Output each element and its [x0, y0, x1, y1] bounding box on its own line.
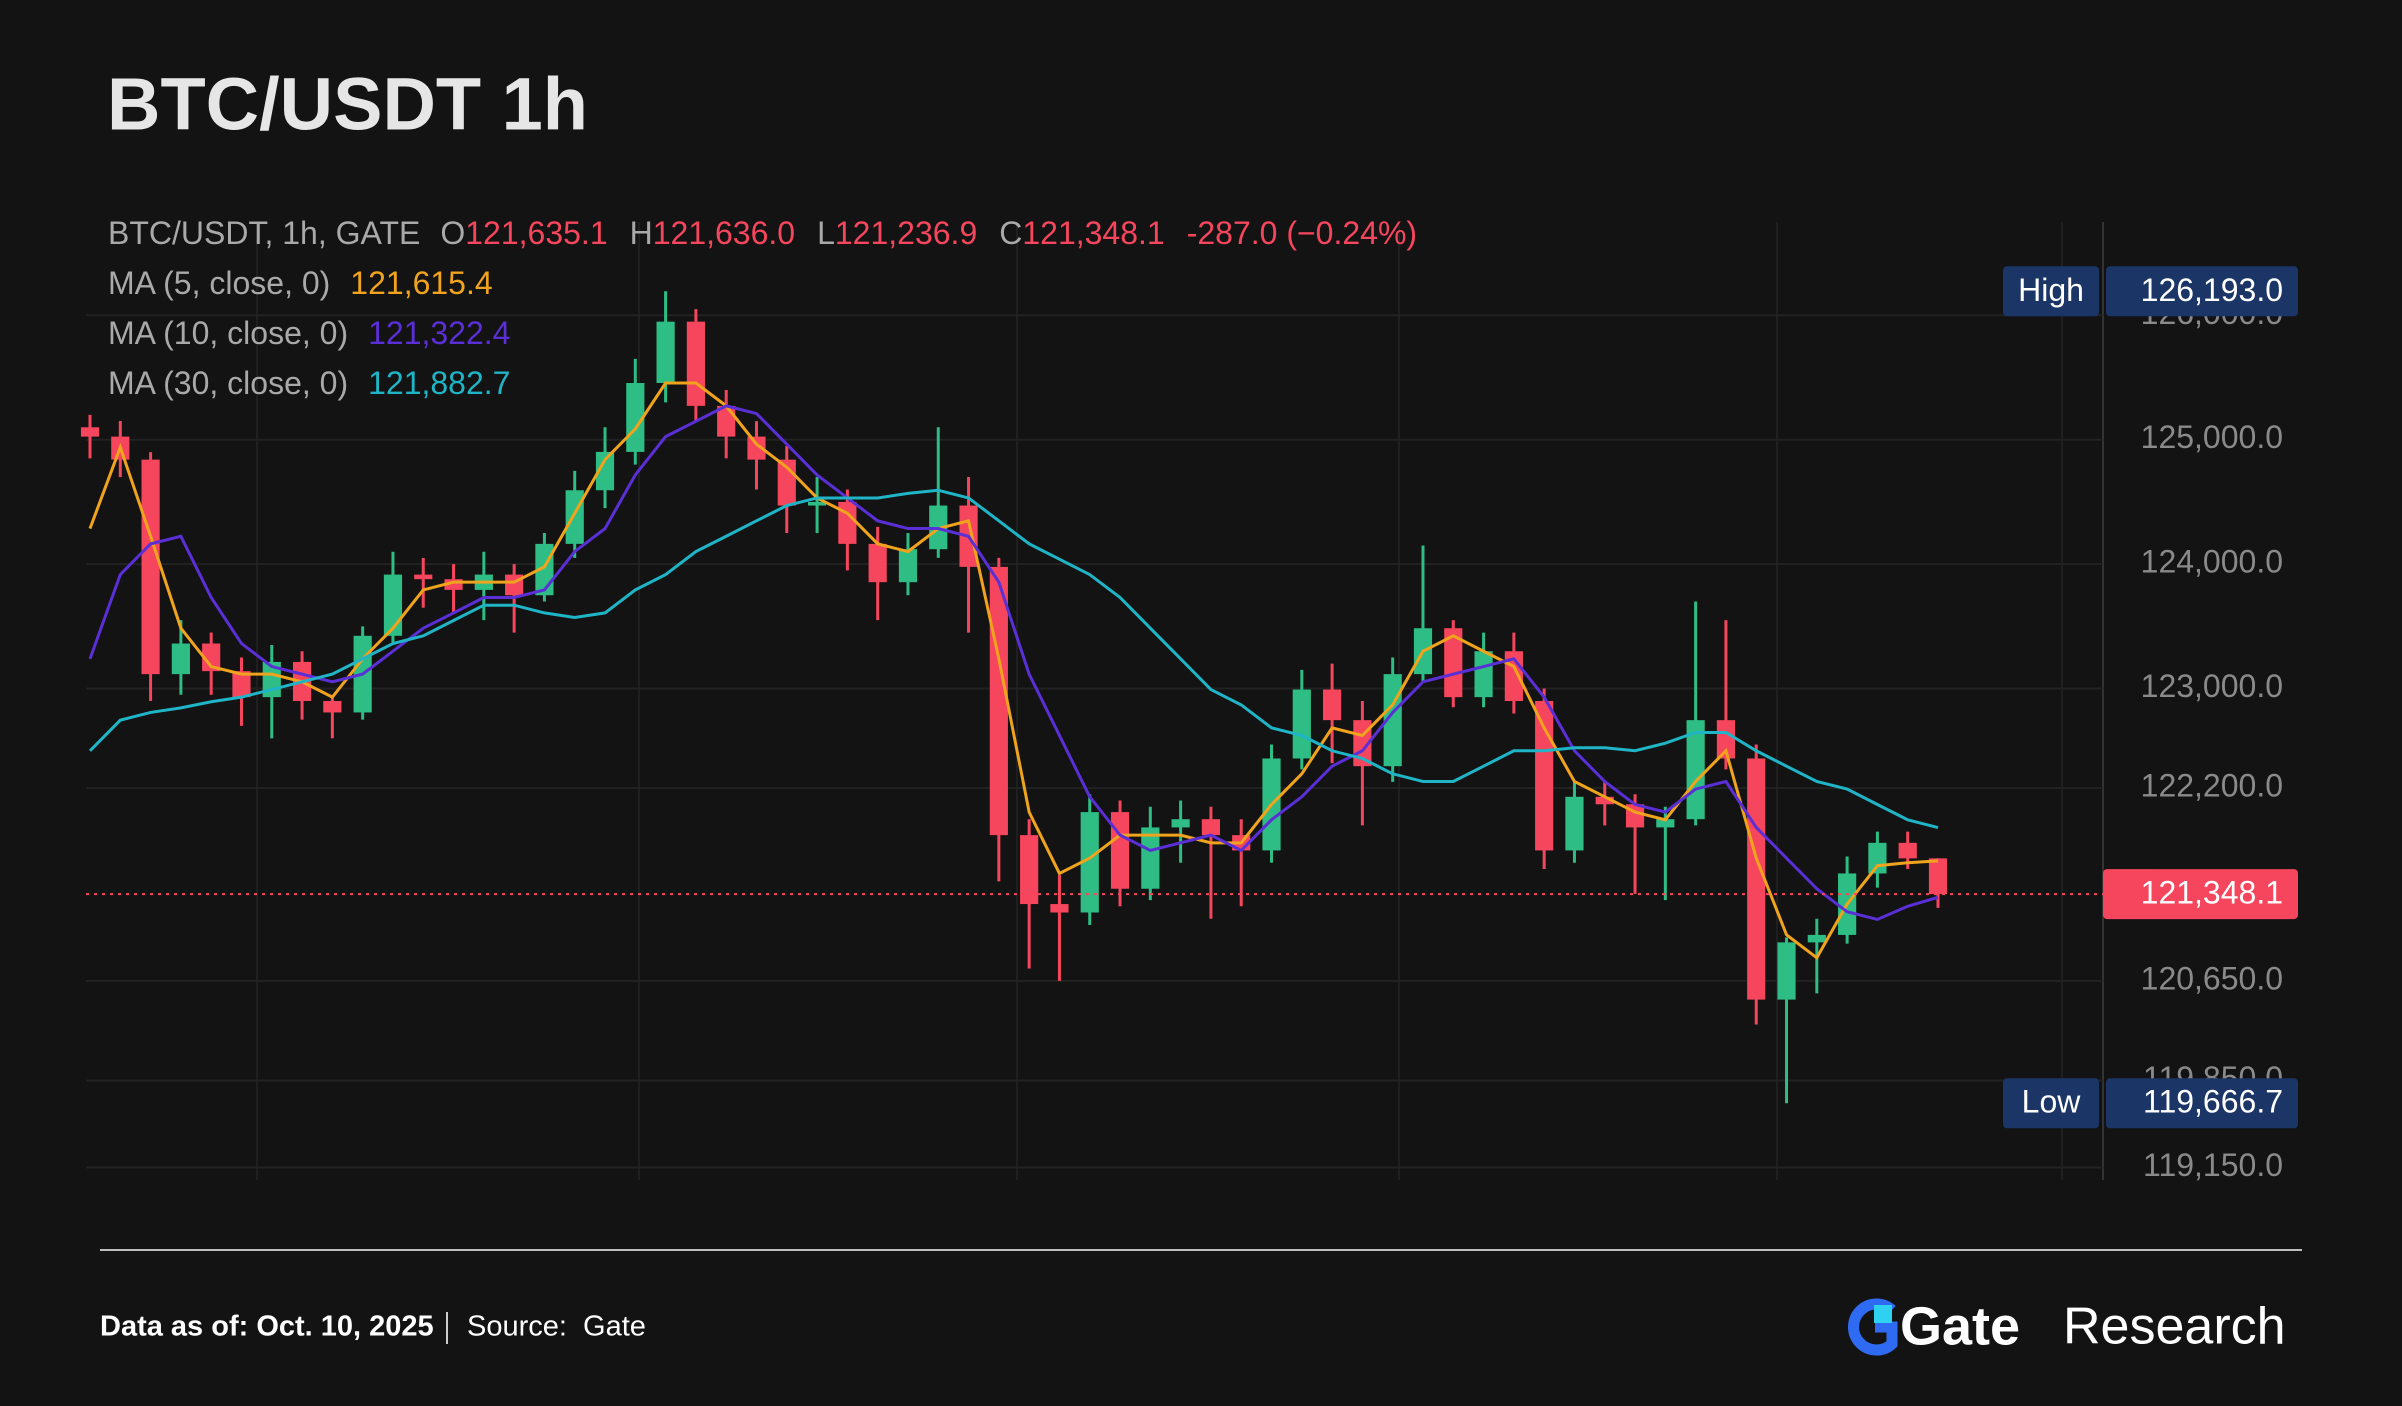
candle-body	[414, 574, 433, 580]
candle-body	[595, 451, 615, 491]
brand-name: Gate	[1900, 1296, 2020, 1356]
ma-line	[88, 404, 1939, 922]
info-value: 121,636.0	[653, 215, 795, 251]
info-key: H	[630, 215, 653, 251]
candle-body	[80, 427, 100, 437]
logo-icon	[1848, 1298, 1898, 1356]
candle-body	[1323, 689, 1342, 721]
info-key: C	[999, 215, 1022, 251]
candle-body	[1171, 819, 1190, 828]
candle-body	[1050, 904, 1069, 913]
grid: 119,150.0119,850.0120,650.0122,200.0123,…	[86, 295, 2283, 1183]
info-bar: BTC/USDT, 1h, GATE O121,635.1 H121,636.0 L1…	[108, 215, 1417, 251]
legend-entry: MA (5, close, 0) 121,615.4	[108, 265, 493, 301]
candle-body	[323, 701, 342, 713]
candle-body	[1898, 842, 1917, 859]
candle-body	[1595, 796, 1614, 805]
legend-name: MA (30, close, 0)	[108, 365, 348, 401]
ma-line	[88, 488, 1939, 830]
legend-value: 121,615.4	[350, 265, 492, 301]
candle-body	[1686, 720, 1705, 820]
candle-body	[202, 643, 221, 672]
candle-body	[898, 549, 918, 583]
overlay: 121,348.1 High 126,193.0 Low 119,666.7	[86, 266, 2298, 1129]
legend-name: MA (5, close, 0)	[108, 265, 330, 301]
candle-body	[807, 501, 827, 506]
candle-body	[1201, 819, 1221, 836]
marker-value: 126,193.0	[2141, 272, 2283, 308]
candle-body	[838, 501, 857, 544]
legend-value: 121,882.7	[368, 365, 510, 401]
candle-body	[141, 459, 160, 675]
chart-title: BTC/USDT 1h	[107, 63, 588, 146]
candle-body	[1110, 812, 1130, 889]
candle-body	[1777, 942, 1796, 1000]
marker-value: 119,666.7	[2143, 1084, 2283, 1120]
marker-tag: Low	[2022, 1084, 2082, 1120]
candle-body	[1080, 812, 1099, 913]
candle-body	[1141, 827, 1160, 889]
legend-entry: MA (10, close, 0) 121,322.4	[108, 315, 510, 351]
current-price-box	[2103, 869, 2298, 920]
footer-date: Data as of: Oct. 10, 2025	[100, 1311, 434, 1343]
candle-body	[1474, 651, 1493, 698]
candle-body	[1444, 628, 1463, 698]
legend-entry: MA (30, close, 0) 121,882.7	[108, 365, 510, 401]
brand-logo	[1848, 1298, 1898, 1356]
legend-value: 121,322.4	[368, 315, 510, 351]
candle-body	[1292, 689, 1311, 759]
candle-body	[747, 436, 766, 460]
marker-tag-box	[2003, 266, 2099, 317]
ma-line	[88, 381, 1939, 961]
y-tick-label: 122,200.0	[2141, 768, 2283, 804]
candle-body	[989, 566, 1008, 836]
y-tick-label: 124,000.0	[2141, 544, 2283, 580]
candle-body	[1020, 835, 1039, 905]
candle-body	[656, 321, 675, 383]
y-tick-label: 123,000.0	[2141, 668, 2283, 704]
candle-body	[1747, 758, 1766, 1000]
candle-body	[868, 543, 887, 583]
y-tick-label: 120,650.0	[2141, 960, 2283, 996]
candle-body	[686, 321, 705, 406]
candle-body	[232, 671, 251, 698]
candle-body	[444, 579, 463, 590]
legend-name: MA (10, close, 0)	[108, 315, 348, 351]
plot	[80, 291, 1948, 1104]
candle-body	[1535, 701, 1554, 851]
logo-accent	[1874, 1305, 1892, 1323]
marker-value-box	[2106, 266, 2298, 317]
marker-tag: High	[2018, 272, 2084, 308]
candle-body	[565, 490, 584, 544]
footer-source: Source: Gate	[467, 1311, 646, 1343]
candle-body	[1807, 934, 1826, 943]
y-tick-label: 119,150.0	[2143, 1147, 2283, 1183]
y-tick-label: 125,000.0	[2141, 419, 2283, 455]
info-symbol: BTC/USDT, 1h, GATE	[108, 215, 420, 251]
candle-body	[1928, 858, 1948, 895]
candle-body	[1565, 796, 1584, 851]
marker-value-box	[2106, 1078, 2298, 1129]
candle-body	[1868, 842, 1887, 874]
candle-body	[171, 643, 190, 675]
candle-body	[1716, 720, 1736, 759]
info-value: 121,236.9	[835, 215, 977, 251]
candle-body	[1656, 819, 1675, 828]
current-price-label: 121,348.1	[2141, 875, 2283, 911]
info-key: O	[440, 215, 465, 251]
info-value: 121,635.1	[465, 215, 607, 251]
info-change: -287.0 (−0.24%)	[1187, 215, 1417, 251]
info-key: L	[817, 215, 835, 251]
legend: MA (5, close, 0) 121,615.4MA (10, close, …	[108, 265, 510, 401]
marker-tag-box	[2003, 1078, 2099, 1129]
info-value: 121,348.1	[1022, 215, 1164, 251]
brand-suffix: Research	[2063, 1298, 2286, 1356]
